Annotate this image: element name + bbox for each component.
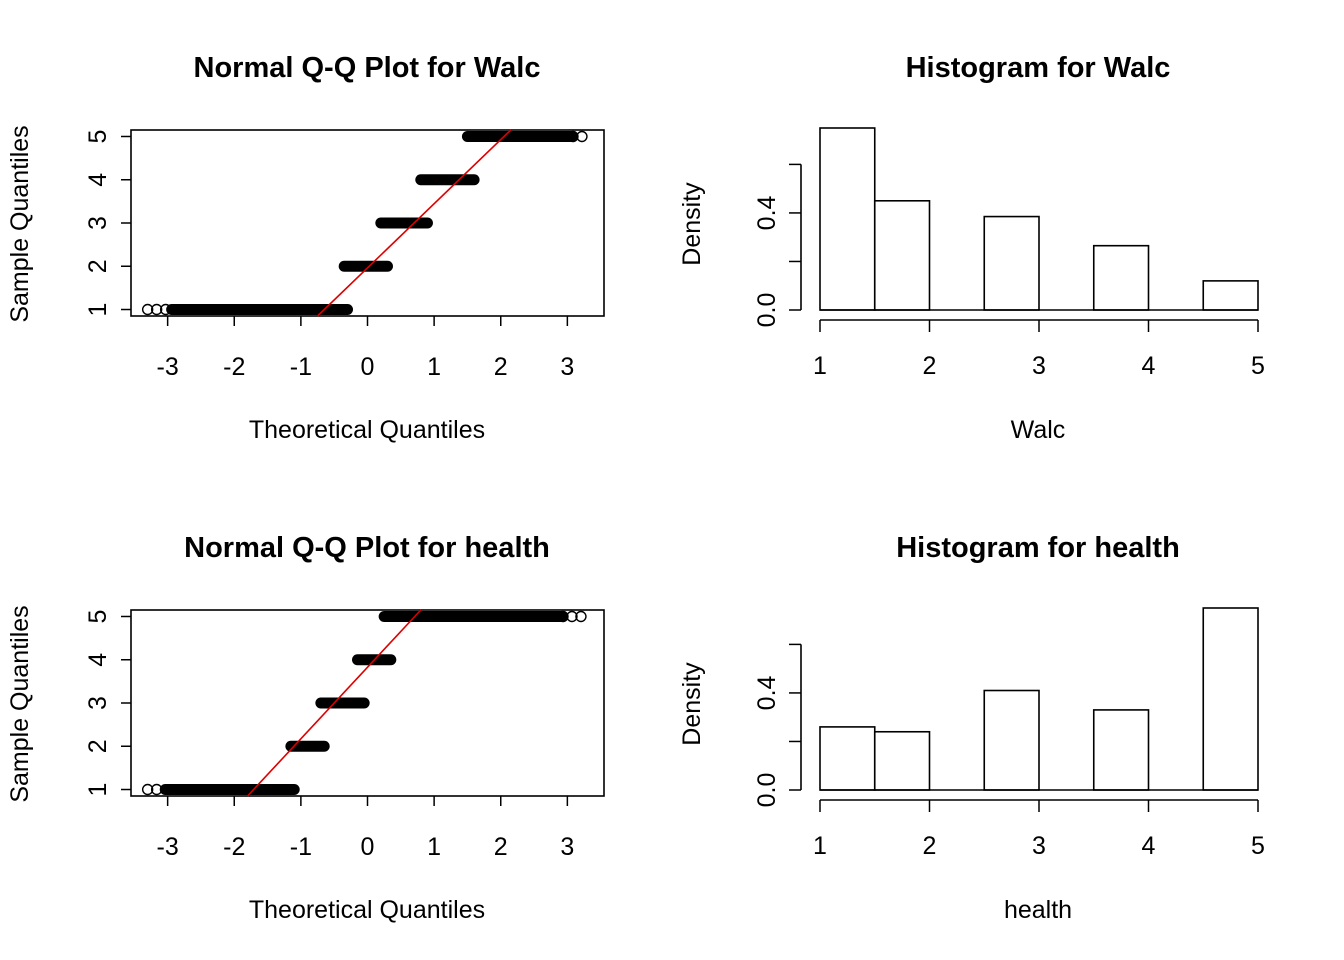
- data-point: [566, 610, 578, 623]
- x-tick-label: -3: [157, 353, 179, 381]
- x-tick-label: 0: [361, 353, 375, 381]
- data-point: [141, 783, 154, 796]
- x-tick-label: 3: [560, 833, 574, 861]
- qq-health-xlabel: Theoretical Quantiles: [249, 896, 485, 924]
- x-tick-label: 3: [1032, 832, 1046, 860]
- x-tick-label: 2: [494, 833, 508, 861]
- qq-reference-line: [246, 609, 422, 797]
- data-point: [150, 303, 163, 316]
- y-tick-label: 0.0: [753, 293, 781, 328]
- x-tick-label: 2: [923, 832, 937, 860]
- qq-plot-walc: Normal Q-Q Plot for Walc Theoretical Qua…: [6, 52, 605, 444]
- x-tick-label: 4: [1142, 832, 1156, 860]
- x-tick-label: 1: [813, 352, 827, 380]
- y-tick-label: 4: [84, 173, 112, 187]
- histogram-bar: [983, 215, 1040, 311]
- y-tick-label: 2: [84, 259, 112, 273]
- x-tick-label: 1: [813, 832, 827, 860]
- x-tick-label: 3: [1032, 352, 1046, 380]
- qq-health-title: Normal Q-Q Plot for health: [184, 532, 550, 564]
- x-tick-label: 5: [1251, 832, 1265, 860]
- x-tick-label: -2: [223, 833, 245, 861]
- x-tick-label: 2: [494, 353, 508, 381]
- x-tick-label: 1: [427, 353, 441, 381]
- hist-walc-ylabel: Density: [678, 182, 706, 266]
- y-tick-label: 4: [84, 653, 112, 667]
- qq-walc-xlabel: Theoretical Quantiles: [249, 416, 485, 444]
- x-tick-label: 2: [923, 352, 937, 380]
- data-point: [141, 303, 154, 316]
- histogram-bar: [873, 200, 931, 311]
- hist-health-title: Histogram for health: [896, 532, 1180, 564]
- y-tick-label: 1: [84, 783, 112, 797]
- x-tick-label: -3: [157, 833, 179, 861]
- x-tick-label: -2: [223, 353, 245, 381]
- qq-walc-ylabel: Sample Quantiles: [6, 125, 34, 322]
- y-tick-label: 0.0: [753, 773, 781, 808]
- data-point: [576, 130, 588, 143]
- y-tick-label: 0.4: [753, 195, 781, 230]
- histogram-walc: Histogram for Walc Walc Density 1 2 3 4 5 0.0…: [678, 52, 1265, 444]
- qq-health-ylabel: Sample Quantiles: [6, 605, 34, 802]
- y-tick-label: 3: [84, 696, 112, 710]
- hist-health-ylabel: Density: [678, 662, 706, 746]
- data-point: [557, 610, 569, 623]
- hist-walc-title: Histogram for Walc: [906, 52, 1171, 84]
- qq-reference-line: [316, 129, 512, 317]
- y-tick-label: 2: [84, 739, 112, 753]
- histogram-bar: [1202, 280, 1259, 311]
- histogram-bar: [819, 726, 876, 791]
- data-point: [567, 130, 579, 143]
- x-tick-label: 0: [361, 833, 375, 861]
- hist-health-xlabel: health: [1004, 896, 1072, 924]
- qq-walc-title: Normal Q-Q Plot for Walc: [194, 52, 541, 84]
- x-tick-label: 3: [560, 353, 574, 381]
- y-tick-label: 0.4: [753, 675, 781, 710]
- x-tick-label: -1: [290, 353, 312, 381]
- y-tick-label: 5: [84, 610, 112, 624]
- x-tick-label: -1: [290, 833, 312, 861]
- x-tick-label: 4: [1142, 352, 1156, 380]
- plot-frame: [130, 129, 605, 317]
- histogram-bar: [819, 127, 876, 311]
- histogram-bar: [1092, 709, 1150, 791]
- y-tick-label: 3: [84, 216, 112, 230]
- histogram-bar: [1092, 244, 1150, 311]
- y-tick-label: 1: [84, 303, 112, 317]
- histogram-bar: [1202, 607, 1259, 791]
- histogram-bar: [873, 730, 931, 791]
- histogram-health: Histogram for health health Density 1 2 3 4…: [678, 532, 1265, 924]
- hist-walc-xlabel: Walc: [1011, 416, 1066, 444]
- qq-plot-health: Normal Q-Q Plot for health Theoretical Q…: [6, 532, 605, 924]
- x-tick-label: 5: [1251, 352, 1265, 380]
- histogram-bar: [983, 689, 1040, 791]
- y-tick-label: 5: [84, 130, 112, 144]
- data-point: [575, 610, 587, 623]
- x-tick-label: 1: [427, 833, 441, 861]
